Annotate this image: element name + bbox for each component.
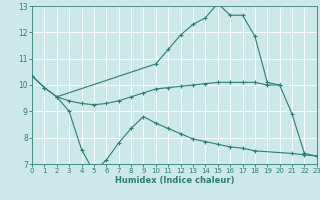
X-axis label: Humidex (Indice chaleur): Humidex (Indice chaleur): [115, 176, 234, 185]
